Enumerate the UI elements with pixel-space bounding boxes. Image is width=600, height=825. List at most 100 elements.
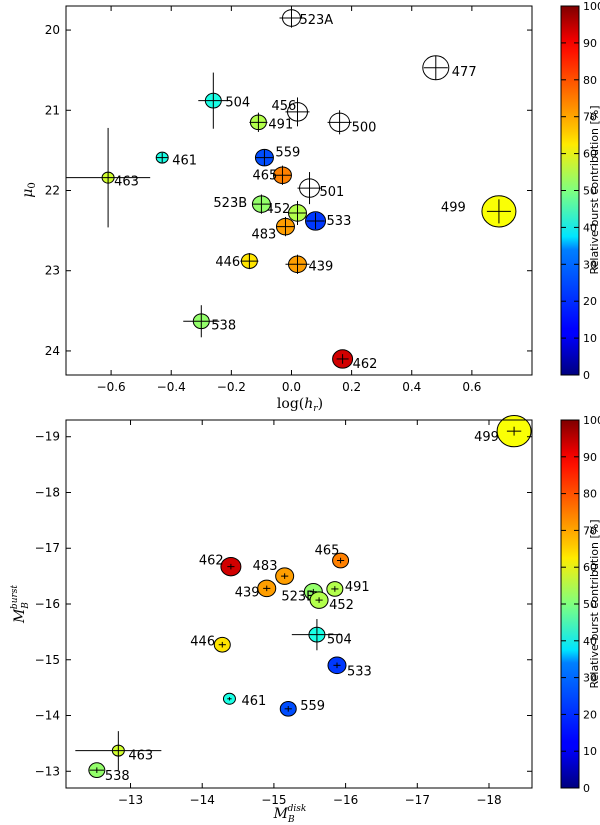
point-label: 491	[268, 117, 293, 132]
point-label: 504	[327, 633, 352, 648]
y-tick-label: 22	[45, 184, 60, 198]
data-point-463: 463	[66, 127, 151, 228]
point-label: 559	[275, 146, 300, 161]
colorbar-tick-label: 0	[583, 782, 590, 795]
data-point-465: 465	[315, 544, 350, 569]
point-label: 538	[211, 318, 236, 333]
colorbar-tick-label: 0	[583, 369, 590, 382]
data-point-461: 461	[155, 151, 197, 169]
point-label: 477	[452, 65, 477, 80]
data-point-461: 461	[222, 692, 266, 709]
colorbar-tick-label: 70	[583, 524, 597, 537]
point-label: 456	[271, 99, 296, 114]
top-axes: −0.6 −0.4 −0.2 0.0 0.2 0.4 0.6 20 21 22 23 24	[45, 6, 532, 394]
data-point-483: 483	[253, 559, 295, 585]
colorbar-tick-label: 50	[583, 598, 597, 611]
y-tick-label: 20	[45, 23, 60, 37]
data-point-501: 501	[297, 172, 345, 205]
colorbar-tick-label: 10	[583, 745, 597, 758]
colorbar-tick-label: 90	[583, 451, 597, 464]
colorbar-tick-label: 20	[583, 295, 597, 308]
data-point-500: 500	[327, 110, 377, 135]
y-tick-label: 23	[45, 264, 60, 278]
data-point-439: 439	[235, 579, 277, 600]
point-label: 439	[235, 585, 260, 600]
y-tick-label: −13	[35, 764, 60, 778]
colorbar-tick-label: 100	[583, 0, 600, 13]
data-point-504: 504	[291, 619, 352, 651]
colorbar-tick-label: 70	[583, 111, 597, 124]
y-tick-label: −16	[35, 597, 60, 611]
colorbar-tick-label: 10	[583, 332, 597, 345]
data-point-452: 452	[265, 200, 307, 225]
colorbar-tick-label: 60	[583, 148, 597, 161]
bottom-x-axis-label: MBdisk	[273, 804, 307, 825]
colorbar-tick-label: 20	[583, 708, 597, 721]
colorbar-tick-label: 60	[583, 561, 597, 574]
x-tick-label: −14	[190, 793, 215, 807]
point-label: 446	[190, 635, 215, 650]
data-point-523A: 523A	[279, 8, 333, 28]
x-tick-label: 0.6	[462, 380, 481, 394]
top-colorbar: 0 10 20 30 40 50 60 70 80 90 100 Relative burst co…	[560, 0, 600, 382]
data-point-504: 504	[198, 72, 250, 129]
point-label: 500	[352, 120, 377, 135]
y-tick-label: −18	[35, 485, 60, 499]
data-point-483: 483	[251, 216, 295, 243]
colorbar-tick-label: 90	[583, 37, 597, 50]
data-point-523B: 523B	[213, 194, 271, 214]
top-scatter-panel: 523A 477 504 456 500 491 461 559 465 463 501 452 523…	[20, 5, 533, 414]
data-point-538: 538	[183, 305, 236, 338]
colorbar-tick-label: 40	[583, 635, 597, 648]
point-label: 462	[353, 357, 378, 372]
point-label: 533	[347, 664, 372, 679]
data-point-559: 559	[254, 146, 300, 167]
point-label: 523A	[299, 13, 333, 28]
x-tick-label: −18	[476, 793, 501, 807]
top-colorbar-label: Relative burst contribution [%]	[588, 105, 600, 274]
point-label: 501	[320, 185, 345, 200]
bottom-marks: 499 465 462 483 491 439 523B 452 504 446 533 461 559…	[75, 415, 532, 784]
data-point-523B: 523B	[281, 582, 323, 605]
point-label: 446	[215, 255, 240, 270]
data-point-439: 439	[285, 254, 333, 274]
y-tick-label: −14	[35, 709, 60, 723]
x-tick-label: 0.4	[402, 380, 421, 394]
colorbar-tick-label: 100	[583, 414, 600, 427]
data-point-465: 465	[252, 165, 292, 185]
point-label: 465	[252, 168, 277, 183]
data-point-462: 462	[199, 554, 242, 577]
top-marks: 523A 477 504 456 500 491 461 559 465 463 501 452 523…	[66, 8, 517, 372]
colorbar-tick-label: 40	[583, 221, 597, 234]
x-tick-label: 0.2	[342, 380, 361, 394]
data-point-477: 477	[422, 55, 477, 81]
colorbar-tick-label: 50	[583, 185, 597, 198]
point-label: 452	[329, 598, 354, 613]
point-label: 538	[105, 769, 130, 784]
point-label: 452	[265, 202, 290, 217]
data-point-559: 559	[279, 699, 325, 717]
point-label: 491	[345, 580, 370, 595]
x-tick-label: −0.4	[157, 380, 186, 394]
data-point-499: 499	[474, 415, 532, 448]
point-label: 461	[241, 694, 266, 709]
x-tick-label: 0.0	[282, 380, 301, 394]
x-tick-label: −13	[118, 793, 143, 807]
point-label: 559	[300, 699, 325, 714]
point-label: 483	[253, 559, 278, 574]
data-point-499: 499	[441, 195, 517, 228]
data-point-456: 456	[271, 97, 310, 127]
top-colorbar-ticks: 0 10 20 30 40 50 60 70 80 90 100	[561, 0, 600, 382]
point-label: 462	[199, 554, 224, 569]
data-point-533: 533	[327, 656, 372, 679]
point-label: 523B	[213, 196, 247, 211]
y-tick-label: 24	[45, 344, 60, 358]
top-x-axis-label: log(hr)	[277, 396, 323, 414]
x-tick-label: −0.2	[217, 380, 246, 394]
point-label: 463	[128, 749, 153, 764]
data-point-533: 533	[305, 211, 351, 231]
data-point-463: 463	[75, 731, 162, 771]
bottom-colorbar-label: Relative burst contribution [%]	[588, 519, 600, 688]
data-point-462: 462	[332, 349, 378, 372]
